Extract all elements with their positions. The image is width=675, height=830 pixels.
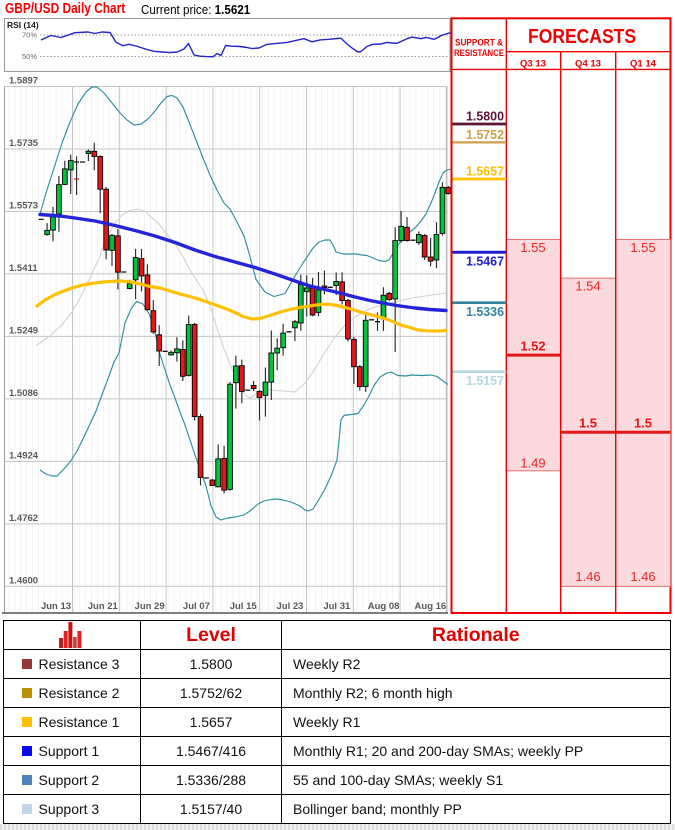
svg-text:1.5249: 1.5249 (9, 325, 38, 336)
svg-text:1.5735: 1.5735 (9, 138, 39, 149)
svg-text:1.5: 1.5 (634, 416, 652, 431)
svg-text:FORECASTS: FORECASTS (528, 26, 636, 48)
svg-text:50%: 50% (22, 52, 37, 61)
svg-text:Jul 15: Jul 15 (230, 601, 258, 612)
svg-text:Jul 07: Jul 07 (183, 601, 210, 612)
svg-text:RESISTANCE: RESISTANCE (454, 48, 504, 58)
svg-text:1.55: 1.55 (630, 240, 655, 255)
svg-text:Aug 16: Aug 16 (415, 601, 447, 612)
svg-text:1.4924: 1.4924 (9, 450, 39, 461)
svg-text:70%: 70% (22, 31, 37, 40)
svg-text:1.55: 1.55 (520, 240, 545, 255)
svg-text:1.5657: 1.5657 (466, 165, 504, 179)
svg-text:1.49: 1.49 (520, 456, 545, 471)
svg-text:1.5800: 1.5800 (466, 110, 504, 124)
svg-text:Q4 13: Q4 13 (575, 59, 601, 70)
svg-text:Jun 13: Jun 13 (41, 601, 71, 612)
svg-text:Jul 23: Jul 23 (277, 601, 304, 612)
svg-text:1.5573: 1.5573 (9, 201, 38, 212)
svg-text:1.4600: 1.4600 (9, 575, 38, 586)
svg-text:1.52: 1.52 (520, 339, 545, 354)
svg-text:1.5752: 1.5752 (466, 128, 504, 142)
svg-text:1.4762: 1.4762 (9, 513, 38, 524)
svg-text:1.54: 1.54 (575, 279, 600, 294)
svg-text:1.46: 1.46 (575, 569, 600, 584)
svg-text:Q3 13: Q3 13 (520, 59, 546, 70)
svg-text:1.5467: 1.5467 (466, 255, 504, 269)
svg-text:1.46: 1.46 (630, 569, 655, 584)
svg-text:Jun 21: Jun 21 (88, 601, 119, 612)
svg-text:RSI (14): RSI (14) (7, 20, 39, 30)
svg-text:1.5411: 1.5411 (9, 263, 38, 274)
svg-text:1.5336: 1.5336 (466, 305, 504, 319)
svg-text:Q1 14: Q1 14 (630, 59, 657, 70)
svg-text:SUPPORT &: SUPPORT & (455, 38, 503, 48)
svg-text:1.5897: 1.5897 (9, 76, 38, 87)
svg-text:Jun 29: Jun 29 (135, 601, 165, 612)
svg-text:Jul 31: Jul 31 (323, 601, 351, 612)
svg-text:Aug 08: Aug 08 (368, 601, 400, 612)
svg-text:1.5086: 1.5086 (9, 388, 38, 399)
svg-text:1.5157: 1.5157 (466, 374, 504, 388)
svg-text:1.5: 1.5 (579, 416, 597, 431)
